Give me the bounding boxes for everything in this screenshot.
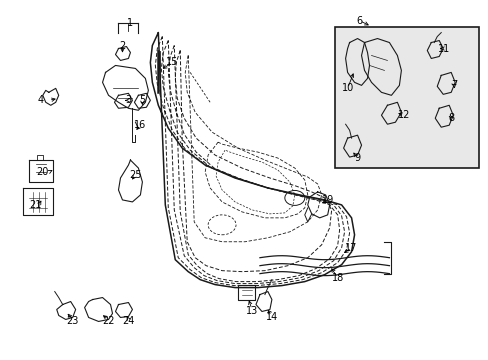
Text: 19: 19 xyxy=(321,195,333,205)
Text: 23: 23 xyxy=(66,316,79,327)
Text: 12: 12 xyxy=(397,110,410,120)
Text: 9: 9 xyxy=(354,153,360,163)
Text: 11: 11 xyxy=(437,44,449,54)
Text: 17: 17 xyxy=(345,243,357,253)
Text: 16: 16 xyxy=(134,120,146,130)
Text: 13: 13 xyxy=(245,306,258,316)
Text: 10: 10 xyxy=(341,84,353,93)
Text: 6: 6 xyxy=(356,15,362,26)
Text: 14: 14 xyxy=(265,312,278,323)
Text: 8: 8 xyxy=(447,113,453,123)
Text: 22: 22 xyxy=(102,316,115,327)
Text: 20: 20 xyxy=(37,167,49,177)
Text: 15: 15 xyxy=(166,58,178,67)
Text: 2: 2 xyxy=(119,41,125,50)
Text: 5: 5 xyxy=(139,95,145,105)
Text: 1: 1 xyxy=(127,18,133,28)
Text: 7: 7 xyxy=(450,80,456,90)
Text: 25: 25 xyxy=(129,170,142,180)
Bar xyxy=(334,27,478,168)
Text: 4: 4 xyxy=(38,95,44,105)
Text: 18: 18 xyxy=(331,273,343,283)
Text: 24: 24 xyxy=(122,316,134,327)
Text: 3: 3 xyxy=(125,95,131,105)
Text: 21: 21 xyxy=(30,200,42,210)
